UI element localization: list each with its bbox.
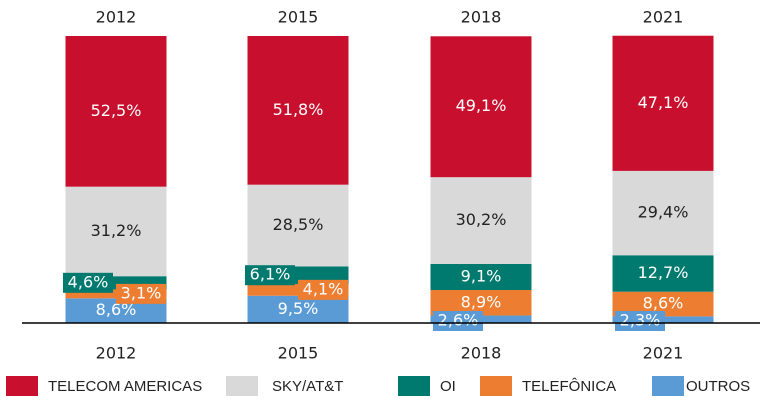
legend-swatch	[226, 376, 258, 396]
data-label: 47,1%	[638, 93, 689, 112]
data-label: 4,6%	[68, 272, 109, 291]
label-box	[116, 283, 166, 304]
x-tick-label-top: 2015	[278, 8, 319, 27]
data-label: 8,6%	[643, 294, 684, 313]
data-label: 9,1%	[461, 266, 502, 285]
bar-segment	[612, 170, 714, 256]
data-label: 6,1%	[250, 265, 291, 284]
data-label: 30,2%	[456, 210, 507, 229]
bar-segment	[247, 36, 349, 185]
label-box	[298, 279, 348, 300]
legend-swatch	[398, 376, 430, 396]
x-tick-label: 2012	[96, 344, 137, 363]
bar-segment	[247, 295, 349, 323]
legend-swatch	[6, 376, 38, 396]
x-tick-label: 2018	[461, 344, 502, 363]
data-label: 2,6%	[438, 311, 479, 330]
data-label: 9,5%	[278, 299, 319, 318]
x-tick-label: 2021	[643, 344, 684, 363]
label-box	[245, 265, 295, 286]
data-label: 51,8%	[273, 100, 324, 119]
x-tick-label-top: 2021	[643, 8, 684, 27]
data-label: 49,1%	[456, 96, 507, 115]
legend-label: TELEFÔNICA	[522, 378, 616, 395]
bar-segment	[65, 186, 167, 277]
legend-label: OUTROS	[686, 378, 750, 395]
x-tick-label: 2015	[278, 344, 319, 363]
bar-segment	[65, 36, 167, 187]
bar-segment	[430, 177, 532, 264]
label-box	[63, 272, 113, 293]
data-label: 8,6%	[96, 300, 137, 319]
bar-segment	[430, 36, 532, 178]
bar-segment	[430, 263, 532, 290]
data-label: 3,1%	[121, 283, 162, 302]
bar-segment	[247, 184, 349, 267]
legend-label: SKY/AT&T	[272, 378, 343, 395]
bar-segment	[612, 255, 714, 292]
x-tick-label-top: 2018	[461, 8, 502, 27]
data-label: 2,3%	[620, 311, 661, 330]
legend-label: OI	[440, 378, 456, 395]
data-label: 12,7%	[638, 263, 689, 282]
data-label: 31,2%	[91, 221, 142, 240]
label-box	[433, 311, 483, 331]
x-tick-label-top: 2012	[96, 8, 137, 27]
data-label: 28,5%	[273, 215, 324, 234]
legend-swatch	[480, 376, 512, 396]
data-label: 52,5%	[91, 101, 142, 120]
data-label: 4,1%	[303, 279, 344, 298]
bar-segment	[612, 35, 714, 171]
legend-swatch	[652, 376, 684, 396]
label-box	[615, 311, 665, 331]
data-label: 8,9%	[461, 292, 502, 311]
legend-label: TELECOM AMERICAS	[48, 378, 202, 395]
data-label: 29,4%	[638, 203, 689, 222]
